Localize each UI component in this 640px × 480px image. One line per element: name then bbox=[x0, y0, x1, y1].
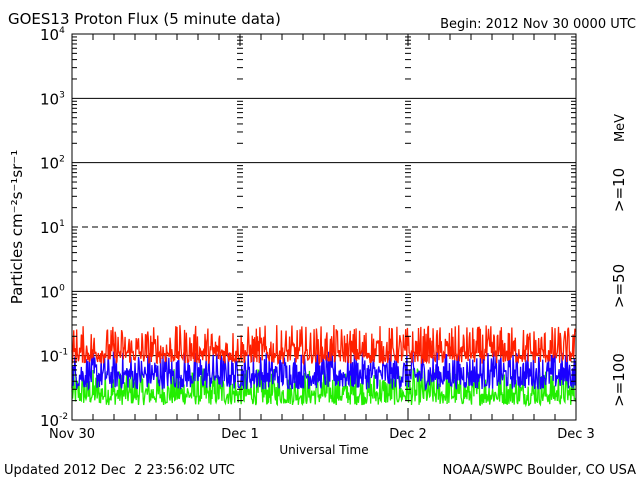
x-tick-labels: Nov 30 Dec 1 Dec 2 Dec 3 bbox=[49, 427, 595, 442]
begin-label: Begin: 2012 Nov 30 0000 UTC bbox=[440, 17, 636, 32]
y-tick-label: 10-2 bbox=[40, 412, 68, 430]
y-tick-label: 103 bbox=[40, 90, 65, 108]
x-tick-label: Dec 3 bbox=[557, 427, 595, 442]
y-tick-label: 10-1 bbox=[40, 348, 68, 366]
y-tick-label: 102 bbox=[40, 155, 65, 173]
series-line-ge100 bbox=[71, 367, 577, 408]
y-tick-labels: 104 103 102 101 100 10-1 10-2 bbox=[40, 26, 68, 430]
legend-ge10: >=10 bbox=[610, 168, 628, 212]
updated-timestamp: Updated 2012 Dec 2 23:56:02 UTC bbox=[4, 463, 235, 478]
series-line-ge10 bbox=[71, 324, 577, 366]
x-axis-label: Universal Time bbox=[279, 443, 368, 457]
series-group bbox=[71, 324, 577, 408]
units-label: MeV bbox=[613, 114, 628, 142]
y-axis-label: Particles cm⁻²s⁻¹sr⁻¹ bbox=[8, 150, 26, 304]
x-tick-label: Dec 1 bbox=[221, 427, 259, 442]
y-tick-label: 104 bbox=[40, 26, 65, 44]
y-tick-label: 100 bbox=[40, 283, 65, 301]
axis-ticks bbox=[72, 34, 576, 420]
y-tick-label: 101 bbox=[40, 219, 65, 237]
x-tick-label: Nov 30 bbox=[49, 427, 95, 442]
series-line-ge50 bbox=[71, 350, 577, 392]
legend-ge100: >=100 bbox=[610, 353, 628, 407]
x-tick-label: Dec 2 bbox=[389, 427, 427, 442]
chart-title: GOES13 Proton Flux (5 minute data) bbox=[8, 10, 281, 28]
legend-ge50: >=50 bbox=[610, 264, 628, 308]
source-credit: NOAA/SWPC Boulder, CO USA bbox=[443, 463, 636, 478]
